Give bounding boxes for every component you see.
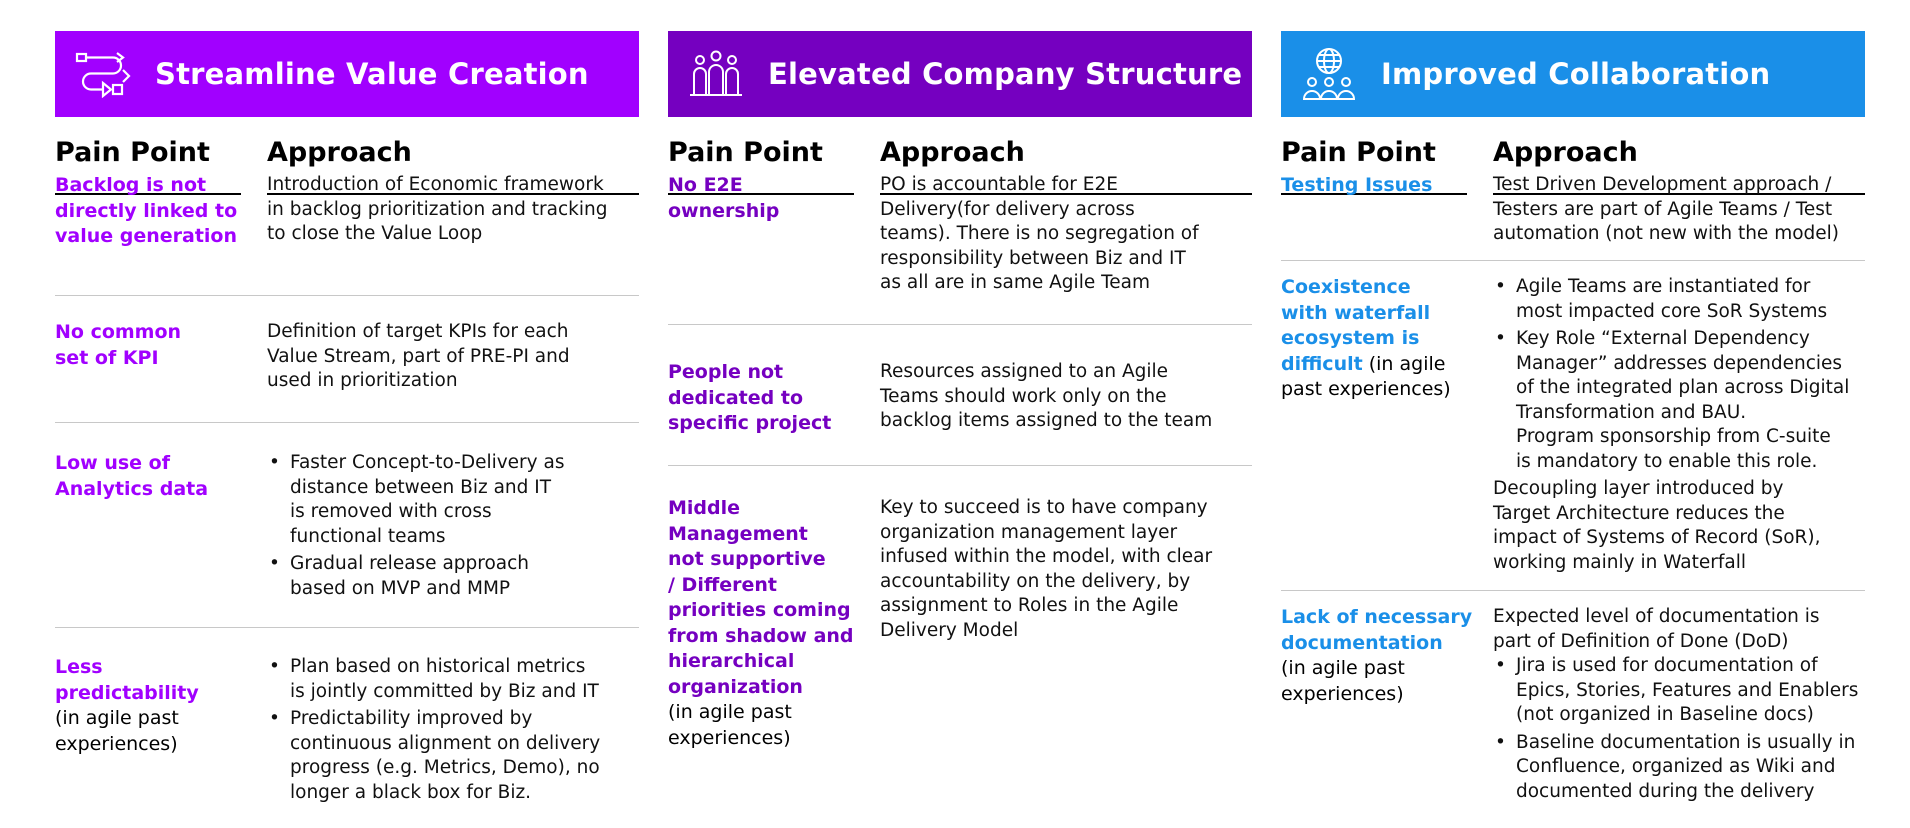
list-item: Key Role “External Dependency Manager” a… bbox=[1493, 327, 1868, 474]
list-item: Plan based on historical metrics is join… bbox=[267, 655, 642, 704]
approach-header: Approach bbox=[880, 137, 1252, 195]
list-item: Gradual release approach based on MVP an… bbox=[267, 552, 642, 601]
pain-point-cell: No E2E ownership bbox=[668, 174, 780, 222]
pain-point-header: Pain Point bbox=[55, 137, 241, 195]
bullet-list: Jira is used for documentation of Epics,… bbox=[1493, 654, 1868, 804]
approach-header: Approach bbox=[1493, 137, 1865, 195]
table-row: Middle Management not supportive / Diffe… bbox=[668, 466, 1252, 756]
column-improved-collaboration: Improved Collaboration Pain Point Approa… bbox=[1281, 31, 1865, 802]
pain-point-header: Pain Point bbox=[668, 137, 854, 195]
pain-point-cell: Less predictability (in agile past exper… bbox=[55, 656, 199, 755]
list-item: Faster Concept-to-Delivery as distance b… bbox=[267, 451, 642, 549]
banner-title: Improved Collaboration bbox=[1381, 57, 1771, 91]
table-row: Coexistence with waterfall ecosystem is … bbox=[1281, 261, 1865, 591]
approach-cell: Expected level of documentation is part … bbox=[1493, 605, 1868, 807]
table-header: Pain Point Approach bbox=[1281, 117, 1865, 195]
table-row: Lack of necessary documentation (in agil… bbox=[1281, 591, 1865, 828]
list-item: Jira is used for documentation of Epics,… bbox=[1493, 654, 1868, 728]
team-people-icon bbox=[686, 48, 746, 100]
approach-cell: Agile Teams are instantiated for most im… bbox=[1493, 275, 1868, 575]
pain-point-header: Pain Point bbox=[1281, 137, 1467, 195]
table-row: No common set of KPI Definition of targe… bbox=[55, 296, 639, 423]
bullet-list: Faster Concept-to-Delivery as distance b… bbox=[267, 451, 642, 601]
approach-cell: Test Driven Development approach / Teste… bbox=[1493, 174, 1840, 244]
approach-cell: Plan based on historical metrics is join… bbox=[267, 655, 642, 808]
approach-cell: Faster Concept-to-Delivery as distance b… bbox=[267, 451, 642, 604]
table-header: Pain Point Approach bbox=[55, 117, 639, 195]
table-row: Less predictability (in agile past exper… bbox=[55, 628, 639, 828]
table-row: Low use of Analytics data Faster Concept… bbox=[55, 423, 639, 628]
list-item: Agile Teams are instantiated for most im… bbox=[1493, 275, 1868, 324]
approach-header: Approach bbox=[267, 137, 639, 195]
globe-people-icon bbox=[1299, 48, 1359, 100]
list-item: Baseline documentation is usually in Con… bbox=[1493, 731, 1868, 805]
pain-point-cell: Lack of necessary documentation (in agil… bbox=[1281, 606, 1473, 705]
approach-cell: Resources assigned to an Agile Teams sho… bbox=[880, 361, 1213, 431]
banner-header: Elevated Company Structure bbox=[668, 31, 1252, 117]
pain-point-cell: No common set of KPI bbox=[55, 321, 182, 369]
pain-point-cell: People not dedicated to specific project bbox=[668, 361, 832, 434]
approach-cell: PO is accountable for E2E Delivery(for d… bbox=[880, 174, 1199, 293]
table-row: People not dedicated to specific project… bbox=[668, 325, 1252, 466]
approach-cell: Key to succeed is to have company organi… bbox=[880, 497, 1213, 641]
bullet-list: Agile Teams are instantiated for most im… bbox=[1493, 275, 1868, 474]
list-item: Predictability improved by continuous al… bbox=[267, 707, 642, 805]
approach-cell: Definition of target KPIs for each Value… bbox=[267, 321, 570, 391]
banner-header: Improved Collaboration bbox=[1281, 31, 1865, 117]
bullet-list: Plan based on historical metrics is join… bbox=[267, 655, 642, 805]
banner-header: Streamline Value Creation bbox=[55, 31, 639, 117]
pain-point-cell: Low use of Analytics data bbox=[55, 452, 209, 500]
pain-point-cell: Backlog is not directly linked to value … bbox=[55, 174, 238, 247]
table-row: No E2E ownership PO is accountable for E… bbox=[668, 173, 1252, 325]
pain-point-cell: Testing Issues bbox=[1281, 174, 1433, 196]
approach-cell: Introduction of Economic framework in ba… bbox=[267, 174, 608, 244]
pain-point-cell: Middle Management not supportive / Diffe… bbox=[668, 497, 854, 749]
banner-title: Streamline Value Creation bbox=[155, 57, 589, 91]
column-elevated-company-structure: Elevated Company Structure Pain Point Ap… bbox=[668, 31, 1252, 749]
table-row: Testing Issues Test Driven Development a… bbox=[1281, 173, 1865, 261]
pain-point-cell: Coexistence with waterfall ecosystem is … bbox=[1281, 276, 1451, 400]
column-streamline-value-creation: Streamline Value Creation Pain Point App… bbox=[55, 31, 639, 803]
table-header: Pain Point Approach bbox=[668, 117, 1252, 195]
workflow-icon bbox=[73, 48, 133, 100]
table-row: Backlog is not directly linked to value … bbox=[55, 173, 639, 296]
banner-title: Elevated Company Structure bbox=[768, 57, 1243, 91]
